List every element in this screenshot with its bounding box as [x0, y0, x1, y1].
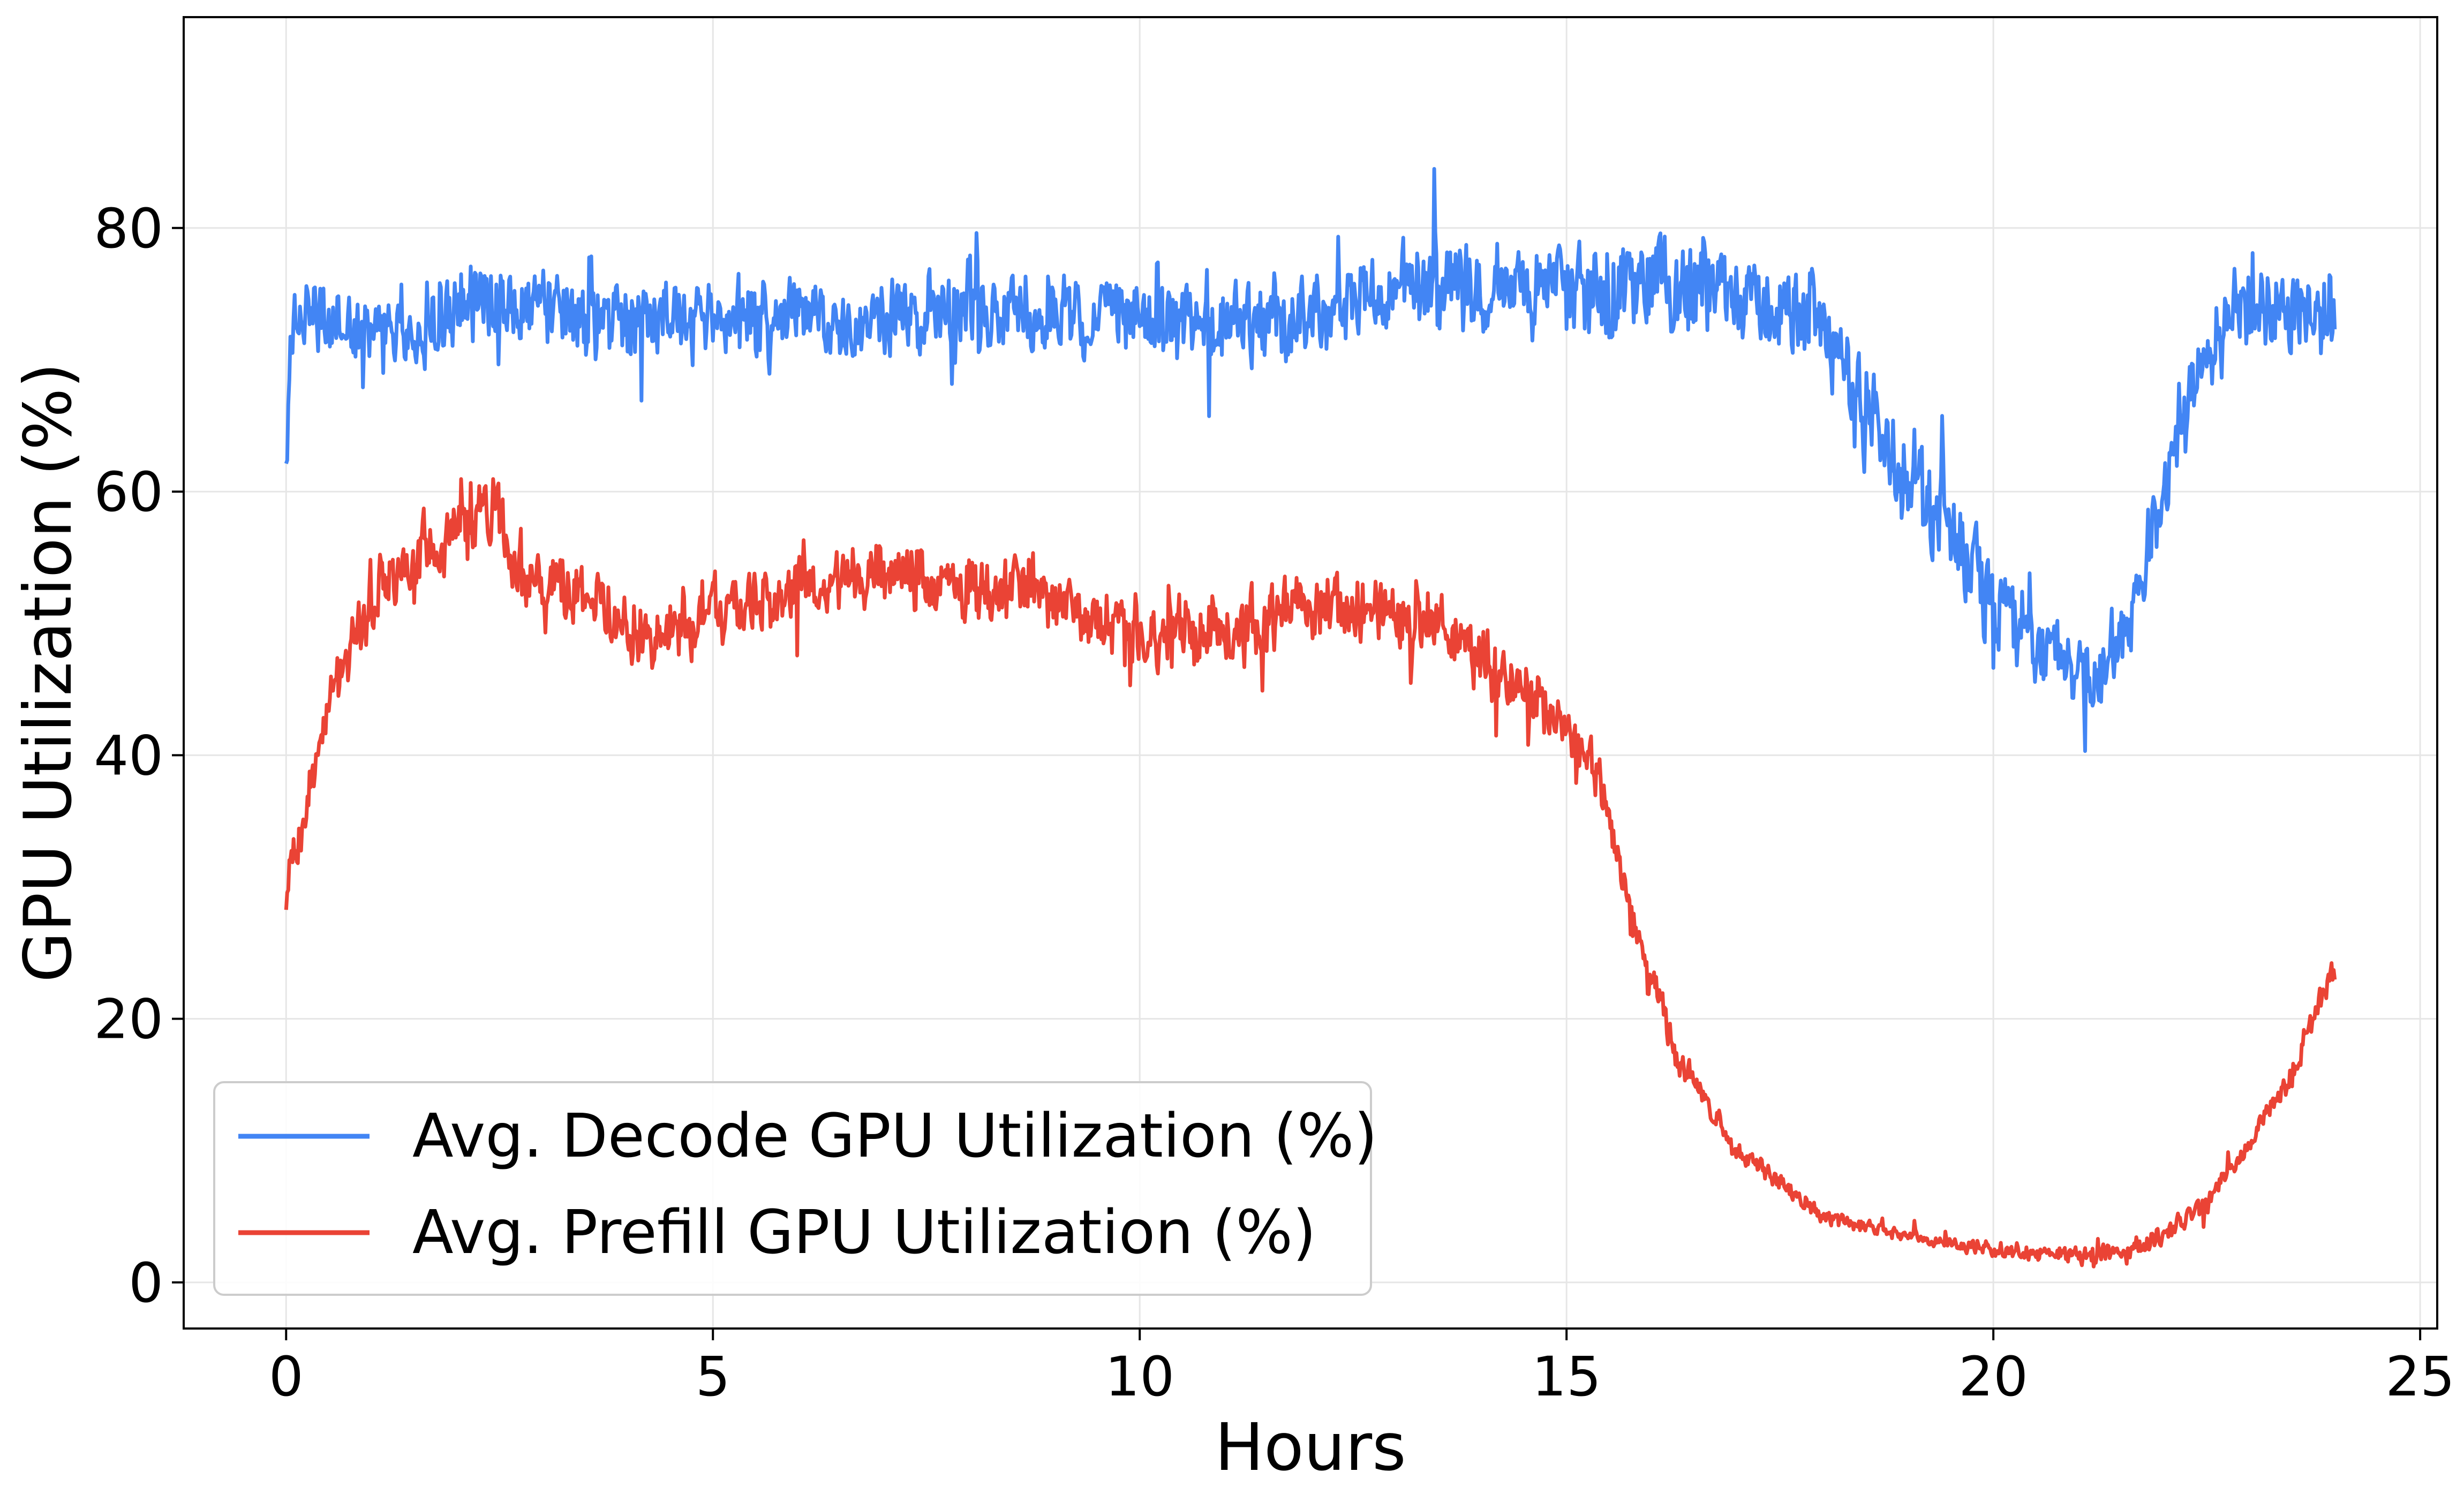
axis-ticks: 0 5 10 15 20 25 0 20 40 60 80 — [94, 197, 2455, 1409]
y-tick-label: 80 — [94, 197, 163, 261]
x-tick-label: 15 — [1532, 1345, 1601, 1409]
x-tick-label: 20 — [1958, 1345, 2028, 1409]
y-tick-label: 60 — [94, 461, 163, 524]
x-tick-label: 0 — [269, 1345, 304, 1409]
series-layer — [284, 167, 2337, 1269]
y-tick-label: 20 — [94, 988, 163, 1052]
legend-box — [213, 1081, 1372, 1296]
decode-utilization-line — [284, 167, 2337, 753]
legend-label-decode: Avg. Decode GPU Utilization (%) — [412, 1101, 1377, 1171]
legend-label-prefill: Avg. Prefill GPU Utilization (%) — [412, 1198, 1316, 1267]
y-tick-label: 0 — [129, 1251, 163, 1315]
plot-frame — [183, 16, 2438, 1330]
x-tick-label: 25 — [2385, 1345, 2455, 1409]
y-tick-label: 40 — [94, 724, 163, 788]
x-tick-label: 10 — [1105, 1345, 1174, 1409]
y-axis-label: GPU Utilization (%) — [10, 363, 86, 982]
x-axis-label: Hours — [1215, 1409, 1406, 1485]
prefill-utilization-line — [284, 477, 2337, 1269]
x-tick-label: 5 — [696, 1345, 730, 1409]
legend: Avg. Decode GPU Utilization (%) Avg. Pre… — [213, 1081, 1377, 1296]
